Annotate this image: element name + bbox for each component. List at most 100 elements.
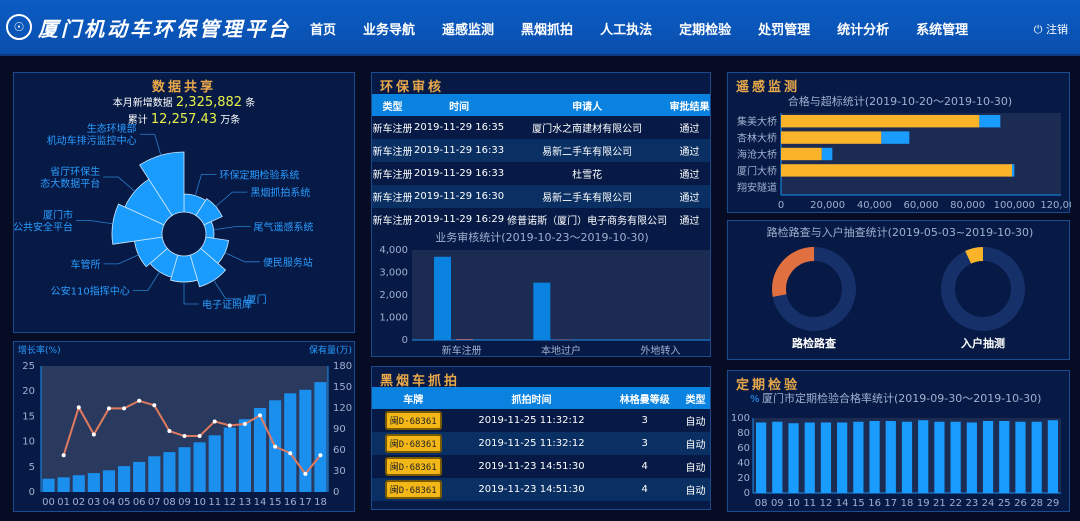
x-tick-label: 29 <box>1047 498 1060 509</box>
national-emblem-icon: ☉ <box>6 14 32 40</box>
nav-smoke-capture[interactable]: 黑烟抓拍 <box>521 22 574 38</box>
logout-label: 注销 <box>1046 23 1068 36</box>
table-cell: 新车注册 <box>372 124 413 135</box>
x-tick-label: 01 <box>57 497 70 508</box>
label-leader-line <box>183 282 199 305</box>
table-row[interactable]: 新车注册 2019-11-29 16:29 修普诺斯（厦门）电子商务有限公司 通过 <box>372 208 710 231</box>
donut-label: 路检路查 <box>792 336 836 350</box>
pass-rate-bar <box>982 421 994 493</box>
pass-rate-bar <box>918 420 929 493</box>
rose-label: 黑烟抓拍系统 <box>250 186 310 199</box>
nav-periodic-inspection[interactable]: 定期检验 <box>679 22 732 38</box>
growth-point <box>273 444 278 449</box>
x-tick-label: 本地过户 <box>541 344 581 357</box>
x-tick-label: 18 <box>314 497 327 508</box>
logout-button[interactable]: ⏻ 注销 <box>1034 21 1068 37</box>
rose-label-line: 厦门市 <box>43 209 73 222</box>
x-tick-label: 19 <box>917 498 930 509</box>
nav-system[interactable]: 系统管理 <box>916 22 969 38</box>
pass-rate-bar <box>804 422 815 493</box>
label-leader-line <box>224 252 260 263</box>
table-row[interactable]: 闽D·68361 2019-11-23 14:51:30 4 自动 <box>372 478 710 501</box>
roadside-check-chart: 路检路查与入户抽查统计(2019-05-03~2019-10-30) 路检路查 入户… <box>767 225 1034 350</box>
vehicle-holdings-panel: 增长率(%) 保有量(万) 0 5 10 15 20 25 0 30 60 90 120 150 180 00… <box>13 341 355 512</box>
rose-label: I厦门 <box>244 293 267 306</box>
stacked-bar <box>821 147 833 161</box>
label-leader-line <box>103 176 136 192</box>
nav-business[interactable]: 业务导航 <box>363 22 416 38</box>
nav-statistics[interactable]: 统计分析 <box>837 22 890 38</box>
table-cell: 通过 <box>679 124 700 135</box>
app-title: 厦门机动车环保管理平台 <box>38 16 291 41</box>
left-tick-label: 10 <box>22 437 35 448</box>
y-tick-label: 海沧大桥 <box>737 148 777 161</box>
tick-label: 80,000 <box>950 200 985 211</box>
rose-label-line: I厦门 <box>244 293 267 306</box>
donut-segment <box>772 247 856 331</box>
holdings-bar <box>314 382 327 492</box>
table-row[interactable]: 闽D·68361 2019-11-25 11:32:12 3 自动 <box>372 432 710 455</box>
table-row[interactable]: 新车注册 2019-11-29 16:33 易新二手车有限公司 通过 <box>372 139 710 162</box>
audit-table: 类型 时间 申请人 审批结果 新车注册 2019-11-29 16:35 厦门水之南建材有限… <box>372 94 710 231</box>
table-row[interactable]: 新车注册 2019-11-29 16:33 杜雪花 通过 <box>372 162 710 185</box>
license-plate: 闽D·68361 <box>384 457 442 476</box>
x-tick-label: 11 <box>803 498 816 509</box>
value: 2,325,882 <box>175 95 243 110</box>
left-tick-label: 25 <box>22 361 35 372</box>
tick-label: 3,000 <box>379 268 408 279</box>
holdings-bar <box>42 478 55 492</box>
x-tick-label: 22 <box>949 498 962 509</box>
rose-label-line: 环保定期检验系统 <box>219 169 299 182</box>
table-cell: 厦门水之南建材有限公司 <box>532 124 643 135</box>
table-cell: 2019-11-29 16:29 <box>414 214 505 225</box>
holdings-bar <box>208 435 221 492</box>
stacked-bar <box>781 147 822 161</box>
table-cell: 闽D·68361 <box>372 455 455 478</box>
panel-title: 定期检验 <box>736 378 801 393</box>
table-row[interactable]: 闽D·68361 2019-11-23 14:51:30 4 自动 <box>372 455 710 478</box>
x-tick-label: 07 <box>148 497 161 508</box>
table-cell: 3 <box>608 432 681 455</box>
stacked-bar <box>781 115 980 128</box>
nav-home[interactable]: 首页 <box>310 22 337 38</box>
x-tick-label: 25 <box>998 498 1011 509</box>
nav-remote-sensing[interactable]: 遥感监测 <box>442 22 495 38</box>
audit-bar <box>533 282 551 340</box>
rose-label-line: 电子证照库 <box>202 298 252 311</box>
audit-bar <box>456 339 473 340</box>
table-cell: 修普诺斯（厦门）电子商务有限公司 <box>507 216 668 227</box>
table-row[interactable]: 新车注册 2019-11-29 16:30 易新二手车有限公司 通过 <box>372 185 710 208</box>
holdings-bar <box>193 442 206 492</box>
tick-label: 40,000 <box>857 200 892 211</box>
rose-label-line: 机动车排污监控中心 <box>47 134 137 147</box>
growth-line <box>62 399 322 476</box>
audit-panel: 环保审核 类型 时间 申请人 审批结果 新车注册 2019-11-29 16:35 厦门水之… <box>371 72 711 357</box>
holdings-bar <box>238 419 251 492</box>
table-cell: 2019-11-29 16:33 <box>412 139 506 162</box>
x-tick-label: 10 <box>787 498 800 509</box>
x-tick-label: 外地转入 <box>640 344 680 357</box>
holdings-bar <box>102 470 116 492</box>
license-plate: 闽D·68361 <box>384 434 442 453</box>
rose-sector <box>139 151 185 217</box>
y-tick-label: 厦门大桥 <box>737 164 777 177</box>
table-cell: 通过 <box>669 139 710 162</box>
x-tick-label: 新车注册 <box>442 344 482 357</box>
rose-label: 车管所 <box>71 258 101 271</box>
x-tick-label: 00 <box>42 497 55 508</box>
growth-point <box>182 434 187 439</box>
table-row[interactable]: 闽D·68361 2019-11-25 11:32:12 3 自动 <box>372 409 710 432</box>
nav-penalty[interactable]: 处罚管理 <box>758 22 811 38</box>
x-tick-label: 28 <box>1030 498 1043 509</box>
nav-manual-enforcement[interactable]: 人工执法 <box>600 22 653 38</box>
chart-title: 厦门市定期检验合格率统计(2019-09-30～2019-10-30) <box>762 391 1041 405</box>
rose-label-line: 态大数据平台 <box>40 177 100 190</box>
unit: 万条 <box>220 115 241 126</box>
right-tick-label: 150 <box>333 382 352 393</box>
label-leader-line <box>194 174 217 196</box>
rose-label-line: 便民服务站 <box>263 256 313 269</box>
x-tick-label: 06 <box>133 497 146 508</box>
table-cell: 自动 <box>685 417 706 428</box>
table-row[interactable]: 新车注册 2019-11-29 16:35 厦门水之南建材有限公司 通过 <box>372 116 710 139</box>
